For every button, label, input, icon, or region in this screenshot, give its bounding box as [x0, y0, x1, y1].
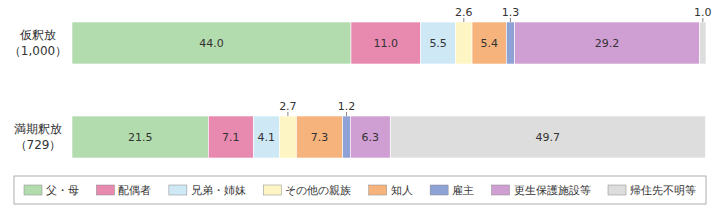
legend-label: 雇主: [452, 184, 474, 197]
bar-segment: [390, 116, 705, 158]
data-label: 2.6: [455, 6, 473, 19]
bar-segment: [351, 22, 421, 64]
legend-swatch: [608, 185, 626, 195]
legend: 父・母 配偶者 兄弟・姉妹 その他の親族 知人 雇主 更生保護施設等 帰住先不明等: [14, 176, 706, 204]
legend-label: 更生保護施設等: [514, 184, 591, 197]
data-label: 44.0: [199, 37, 224, 50]
legend-swatch: [369, 185, 387, 195]
legend-label: 父・母: [46, 184, 79, 197]
legend-swatch: [263, 185, 281, 195]
data-label: 11.0: [374, 37, 399, 50]
bar-segment: [421, 22, 456, 64]
legend-swatch: [169, 185, 187, 195]
data-label: 5.5: [429, 37, 447, 50]
bar-segment: [515, 22, 700, 64]
data-label: 1.2: [338, 100, 356, 113]
bar-segment: [296, 116, 342, 158]
legend-label: 配偶者: [118, 184, 151, 197]
legend-box: [14, 176, 706, 204]
legend-label: 知人: [391, 184, 413, 197]
bar-segment: [350, 116, 390, 158]
legend-swatch: [96, 185, 114, 195]
data-label: 1.3: [502, 6, 520, 19]
legend-swatch: [492, 185, 510, 195]
bar-segment: [506, 22, 514, 64]
bar-segment: [700, 22, 706, 64]
bar-segment: [253, 116, 279, 158]
data-labels: 44.0 11.0 5.5 2.6 5.4 1.3 29.2 1.0 21.5 7.1 4.1 2.7…: [128, 6, 712, 144]
data-label: 7.1: [222, 131, 240, 144]
data-label: 7.3: [311, 131, 329, 144]
bars: [72, 22, 706, 158]
bar-segment: [456, 22, 472, 64]
data-label: 4.1: [258, 131, 276, 144]
category-label: 仮釈放（1,000）: [9, 28, 67, 58]
bar-segment: [279, 116, 296, 158]
data-label: 21.5: [128, 131, 153, 144]
bar-segment: [72, 22, 351, 64]
data-label: 49.7: [536, 131, 561, 144]
data-label: 6.3: [362, 131, 380, 144]
legend-label: その他の親族: [285, 184, 351, 197]
legend-label: 兄弟・姉妹: [191, 184, 246, 197]
data-label: 1.0: [694, 6, 712, 19]
legend-swatch: [24, 185, 42, 195]
bar-segment: [343, 116, 351, 158]
bar-segment: [208, 116, 253, 158]
data-label: 2.7: [279, 100, 297, 113]
chart: 44.0 11.0 5.5 2.6 5.4 1.3 29.2 1.0 21.5 7.1 4.1 2.7…: [0, 0, 720, 220]
category-label: 満期釈放（729）: [14, 122, 62, 152]
bar-segment: [472, 22, 506, 64]
data-label: 29.2: [595, 37, 620, 50]
legend-label: 帰住先不明等: [630, 184, 696, 197]
category-labels: 仮釈放（1,000） 満期釈放（729）: [9, 28, 67, 152]
data-label: 5.4: [480, 37, 498, 50]
legend-swatch: [430, 185, 448, 195]
bar-segment: [72, 116, 208, 158]
